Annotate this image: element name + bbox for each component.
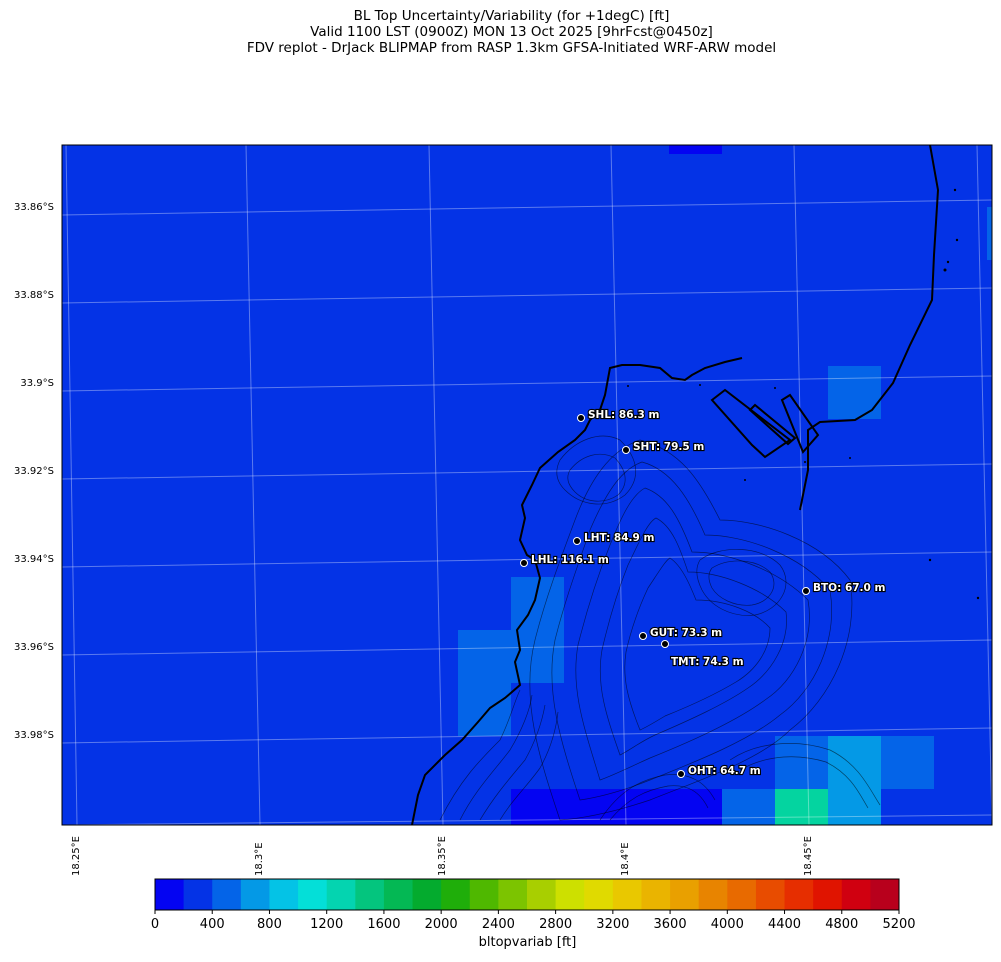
- map-frame: [61, 144, 993, 826]
- map-field: [62, 145, 992, 825]
- lat-label: 33.94°S: [14, 554, 54, 565]
- lon-label: 18.35°E: [437, 836, 448, 876]
- colorbar-swatch: [441, 879, 471, 910]
- colorbar-swatch: [841, 879, 871, 910]
- station-labels: SHL: 86.3 m SHT: 79.5 m LHT: 84.9 m LHL:…: [530, 408, 887, 778]
- colorbar-label: bltopvariab [ft]: [478, 935, 577, 950]
- colorbar-tick-label: 4800: [825, 917, 859, 932]
- lon-label: 18.45°E: [803, 836, 814, 876]
- station-label: SHL: 86.3 m: [588, 409, 659, 421]
- colorbar-tick-label: 1200: [310, 917, 344, 932]
- colorbar-swatch: [155, 879, 185, 910]
- station-marker: [639, 632, 647, 640]
- lat-label: 33.92°S: [14, 466, 54, 477]
- station-marker: [577, 414, 585, 422]
- colorbar-tick-label: 3600: [653, 917, 687, 932]
- colorbar-swatch: [755, 879, 786, 910]
- station-marker: [661, 640, 669, 648]
- colorbar-swatch: [183, 879, 213, 910]
- colorbar-tick-label: 400: [199, 917, 225, 932]
- terrain-contours: [439, 435, 881, 821]
- title-line-2: Valid 1100 LST (0900Z) MON 13 Oct 2025 […: [310, 24, 713, 40]
- colorbar-tick-label: 0: [150, 917, 160, 932]
- colorbar-tick-label: 1600: [367, 917, 401, 932]
- station-label: BTO: 67.0 m: [813, 582, 886, 594]
- station-label: OHT: 64.7 m: [688, 765, 761, 777]
- station-label: TMT: 74.3 m: [671, 656, 744, 668]
- colorbar-tick-marks: [154, 910, 900, 914]
- map-cell: [722, 789, 775, 825]
- islets: [627, 188, 980, 600]
- map-cell: [828, 736, 881, 825]
- map-cell: [775, 789, 828, 825]
- map-cell: [458, 630, 511, 736]
- station-label: LHL: 116.1 m: [531, 554, 609, 566]
- colorbar-swatch: [784, 879, 814, 910]
- colorbar-swatch: [555, 879, 585, 910]
- station-label: SHT: 79.5 m: [633, 441, 704, 453]
- colorbar-swatch: [240, 879, 270, 910]
- colorbar-swatch: [670, 879, 700, 910]
- lat-label: 33.88°S: [14, 290, 54, 301]
- colorbar-swatch: [469, 879, 499, 910]
- title-line-3: FDV replot - DrJack BLIPMAP from RASP 1.…: [246, 40, 777, 56]
- colorbar-swatch: [298, 879, 328, 910]
- map-cell: [511, 789, 722, 825]
- lat-label: 33.9°S: [20, 378, 54, 389]
- colorbar-swatch: [355, 879, 385, 910]
- colorbar-swatch: [212, 879, 242, 910]
- map-cell: [775, 736, 828, 789]
- colorbar-tick-label: 800: [257, 917, 282, 932]
- station-marker: [520, 559, 528, 567]
- station-markers: [520, 414, 810, 778]
- map-cell: [881, 736, 934, 789]
- colorbar-swatch: [870, 879, 900, 910]
- map-cell: [828, 366, 881, 419]
- station-marker: [802, 587, 810, 595]
- map-cell: [987, 207, 992, 260]
- coastline: [411, 145, 940, 825]
- station-marker: [622, 446, 630, 454]
- lat-label: 33.98°S: [14, 730, 54, 741]
- colorbar-swatch: [612, 879, 642, 910]
- colorbar-swatch: [412, 879, 442, 910]
- colorbar-swatch: [498, 879, 528, 910]
- lat-label: 33.96°S: [14, 642, 54, 653]
- colorbar-swatch: [584, 879, 614, 910]
- chart-title: BL Top Uncertainty/Variability (for +1de…: [0, 8, 1001, 56]
- colorbar-tick-label: 4400: [767, 917, 802, 932]
- colorbar-swatch: [326, 879, 356, 910]
- colorbar-frame: [154, 878, 900, 911]
- colorbar-tick-label: 2000: [424, 917, 458, 932]
- colorbar-swatch: [269, 879, 299, 910]
- graticule: [62, 145, 992, 825]
- colorbar-tick-label: 3200: [596, 917, 630, 932]
- colorbar-tick-label: 2800: [539, 917, 573, 932]
- station-marker: [677, 770, 685, 778]
- lon-label: 18.4°E: [620, 842, 631, 876]
- map-cell: [669, 145, 722, 154]
- station-label: GUT: 73.3 m: [650, 627, 722, 639]
- station-label: LHT: 84.9 m: [584, 532, 654, 544]
- colorbar-swatch: [698, 879, 728, 910]
- colorbar-tick-label: 4000: [710, 917, 744, 932]
- colorbar-swatch: [727, 879, 757, 910]
- station-marker: [573, 537, 581, 545]
- colorbar-swatch: [383, 879, 414, 910]
- colorbar-tick-label: 2400: [481, 917, 515, 932]
- colorbar-swatch: [641, 879, 671, 910]
- colorbar-tick-label: 5200: [882, 917, 916, 932]
- lat-label: 33.86°S: [14, 202, 54, 213]
- colorbar: [155, 879, 900, 910]
- colorbar-swatch: [527, 879, 557, 910]
- colorbar-swatch: [813, 879, 843, 910]
- title-line-1: BL Top Uncertainty/Variability (for +1de…: [353, 8, 670, 24]
- lon-label: 18.3°E: [254, 842, 265, 876]
- lon-label: 18.25°E: [71, 836, 82, 876]
